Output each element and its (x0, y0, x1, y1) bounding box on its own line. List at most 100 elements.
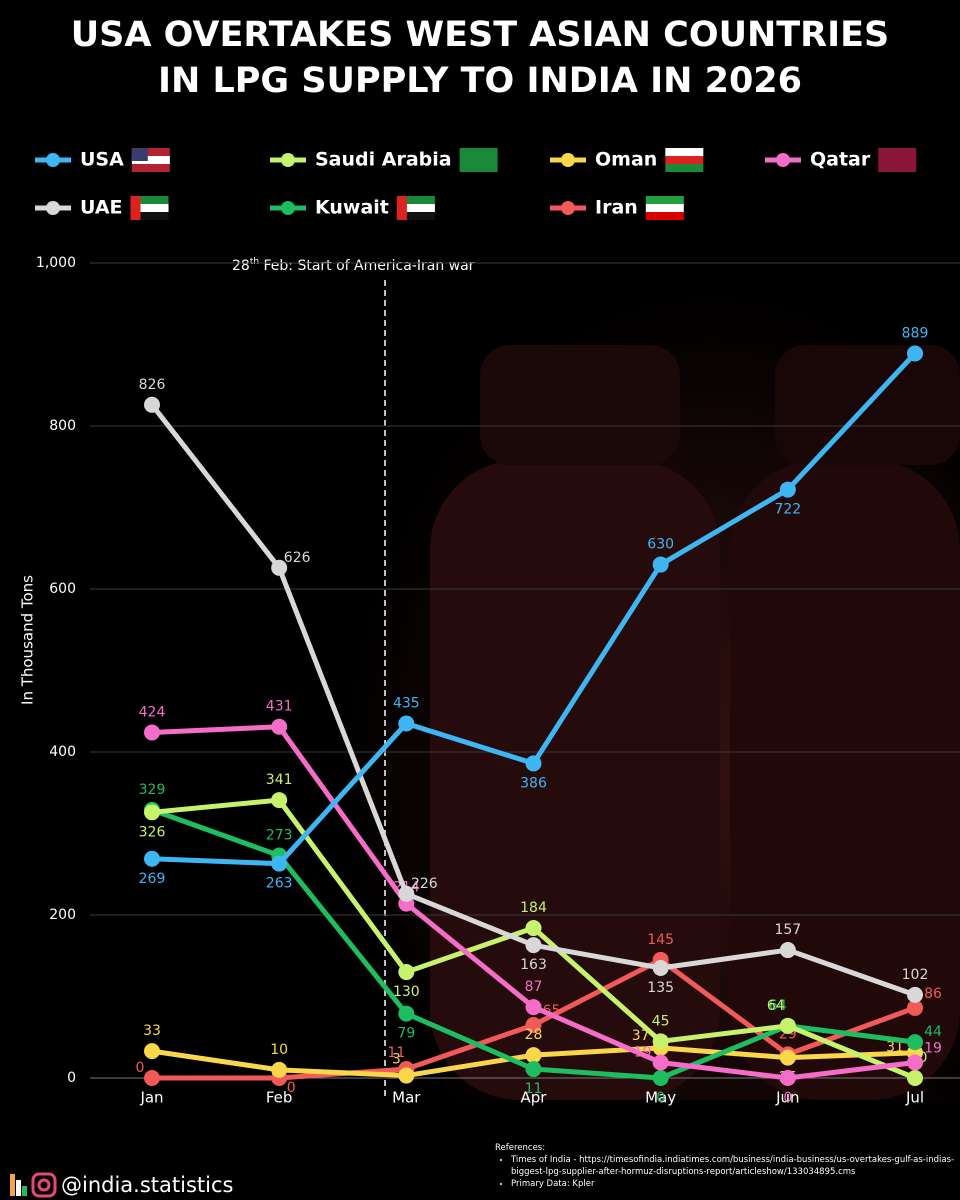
data-point (907, 1070, 923, 1086)
y-axis-label: In Thousand Tons (19, 575, 37, 705)
x-tick-label: Jun (775, 1089, 799, 1107)
data-point (779, 942, 796, 959)
legend-flag-stripe (459, 148, 498, 156)
data-label: 630 (647, 537, 674, 553)
legend-flag-stripe (665, 164, 704, 172)
y-tick-label: 0 (67, 1070, 76, 1086)
data-label: 424 (139, 704, 166, 720)
legend-flag-stripe (130, 196, 169, 204)
data-point (525, 937, 542, 954)
legend-flag-stripe (459, 156, 498, 164)
data-label: 386 (520, 775, 547, 791)
y-tick-label: 400 (49, 744, 76, 760)
data-label: 889 (902, 325, 929, 341)
data-point (525, 1061, 542, 1078)
legend-flag-stripe (131, 148, 170, 156)
data-label: 19 (634, 1045, 652, 1061)
references-title: References: (495, 1143, 546, 1153)
legend-marker (561, 153, 575, 167)
data-point (652, 1070, 669, 1086)
data-point (779, 1017, 796, 1034)
data-label: 329 (139, 782, 166, 798)
data-point (907, 1054, 923, 1071)
legend-marker (561, 201, 575, 215)
y-tick-label: 600 (49, 581, 76, 597)
data-label: 10 (270, 1042, 288, 1058)
chart-title: USA OVERTAKES WEST ASIAN COUNTRIES (71, 15, 890, 55)
legend-item: Oman (550, 148, 704, 172)
data-point (398, 885, 415, 902)
data-point (525, 755, 542, 772)
handle-icons (10, 1172, 57, 1198)
chart-title: IN LPG SUPPLY TO INDIA IN 2026 (158, 61, 802, 101)
data-label: 64 (769, 998, 787, 1014)
data-label: 44 (924, 1024, 942, 1040)
legend-label: Qatar (810, 149, 871, 171)
data-point (652, 1033, 669, 1050)
x-tick-label: Mar (392, 1089, 421, 1107)
legend-item: UAE (35, 196, 169, 220)
legend-label: USA (80, 149, 124, 171)
data-point (779, 1070, 796, 1086)
data-label: 0 (136, 1060, 145, 1076)
legend-marker (281, 153, 295, 167)
legend-flag-stripe (645, 212, 684, 220)
legend-flag-hoist (130, 196, 141, 220)
data-label: 79 (397, 1026, 415, 1042)
data-point (525, 1017, 542, 1034)
data-label: 28 (525, 1027, 543, 1043)
data-label: 37 (632, 1028, 650, 1044)
legend-label: Kuwait (315, 197, 389, 219)
data-label: 326 (139, 824, 166, 840)
legend-flag-stripe (396, 212, 435, 220)
data-label: 226 (411, 876, 438, 892)
annotation-day: 28 (232, 258, 250, 274)
data-label: 0 (656, 1090, 665, 1106)
data-point (525, 1047, 542, 1064)
legend-marker (46, 153, 60, 167)
legend-marker (281, 201, 295, 215)
legend-flag-stripe (645, 196, 684, 204)
x-tick-label: May (645, 1089, 676, 1107)
legend-item: USA (35, 148, 170, 172)
y-tick-label: 1,000 (36, 255, 76, 271)
legend-item: Qatar (765, 148, 917, 172)
legend-flag-stripe (130, 212, 169, 220)
data-label: 11 (525, 1081, 543, 1097)
x-tick-label: Feb (266, 1089, 293, 1107)
data-point (271, 855, 288, 872)
legend-flag-stripe (878, 156, 917, 164)
data-label: 0 (919, 1050, 928, 1066)
y-tick-label: 200 (49, 907, 76, 923)
data-label: 45 (652, 1013, 670, 1029)
legend-flag-stripe (459, 164, 498, 172)
legend-marker (776, 153, 790, 167)
data-label: 341 (266, 772, 293, 788)
data-label: 64 (767, 998, 785, 1014)
data-label: 135 (647, 980, 674, 996)
data-point (144, 396, 160, 413)
data-label: 184 (520, 900, 547, 916)
references-list: Times of India - https://timesofindia.in… (495, 1154, 955, 1190)
data-label: 435 (393, 695, 420, 711)
references: References: Times of India - https://tim… (495, 1142, 955, 1190)
y-tick-label: 800 (49, 418, 76, 434)
data-point (398, 964, 415, 981)
data-label: 157 (774, 922, 801, 938)
data-point (144, 1043, 160, 1060)
data-label: 11 (387, 1045, 405, 1061)
data-label: 0 (287, 1080, 296, 1096)
data-label: 19 (924, 1041, 942, 1057)
data-label: 263 (266, 876, 293, 892)
data-point (907, 986, 923, 1003)
data-point (652, 959, 669, 976)
data-label: 3 (392, 1052, 401, 1068)
data-label: 626 (284, 550, 311, 566)
data-point (907, 345, 923, 362)
data-point (271, 792, 288, 809)
data-label: 86 (924, 986, 942, 1002)
handle: @india.statistics (61, 1173, 233, 1197)
data-label: 130 (393, 984, 420, 1000)
legend-flag-stripe (645, 204, 684, 212)
